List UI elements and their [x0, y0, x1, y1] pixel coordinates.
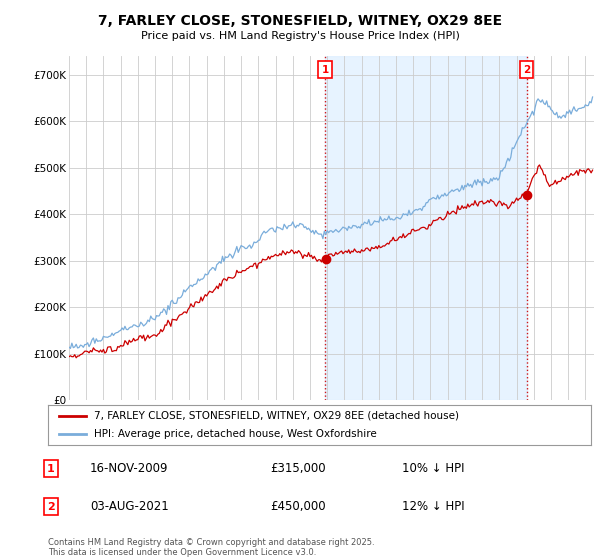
Text: £315,000: £315,000 [270, 462, 326, 475]
Text: 7, FARLEY CLOSE, STONESFIELD, WITNEY, OX29 8EE: 7, FARLEY CLOSE, STONESFIELD, WITNEY, OX… [98, 14, 502, 28]
Text: Contains HM Land Registry data © Crown copyright and database right 2025.
This d: Contains HM Land Registry data © Crown c… [48, 538, 374, 557]
Text: 2: 2 [523, 64, 530, 74]
Text: 10% ↓ HPI: 10% ↓ HPI [402, 462, 464, 475]
Text: 2: 2 [47, 502, 55, 512]
Text: HPI: Average price, detached house, West Oxfordshire: HPI: Average price, detached house, West… [94, 430, 377, 439]
Text: Price paid vs. HM Land Registry's House Price Index (HPI): Price paid vs. HM Land Registry's House … [140, 31, 460, 41]
Text: £450,000: £450,000 [270, 500, 326, 514]
Text: 7, FARLEY CLOSE, STONESFIELD, WITNEY, OX29 8EE (detached house): 7, FARLEY CLOSE, STONESFIELD, WITNEY, OX… [94, 411, 459, 421]
Text: 12% ↓ HPI: 12% ↓ HPI [402, 500, 464, 514]
Text: 03-AUG-2021: 03-AUG-2021 [90, 500, 169, 514]
Text: 16-NOV-2009: 16-NOV-2009 [90, 462, 169, 475]
Text: 1: 1 [322, 64, 329, 74]
Text: 1: 1 [47, 464, 55, 474]
Bar [325, 56, 527, 400]
